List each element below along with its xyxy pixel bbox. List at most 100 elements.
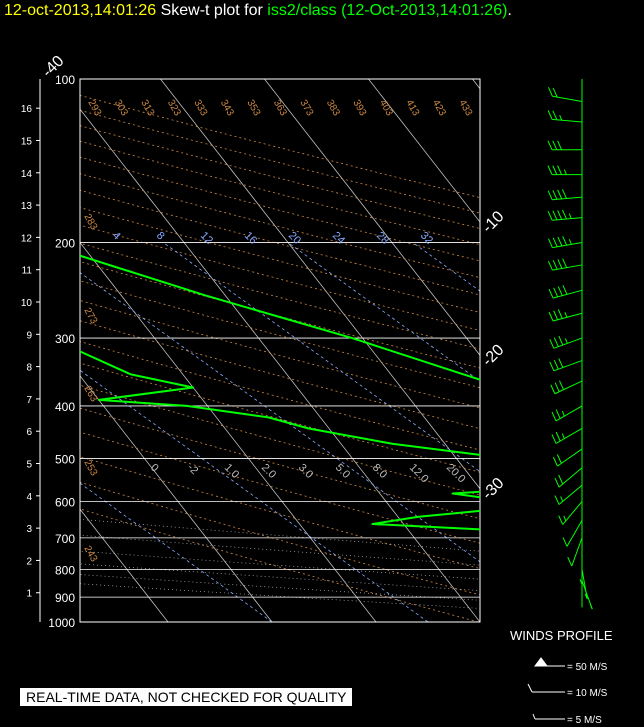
wind-barb-flag [558, 474, 564, 485]
wind-barb-shaft [557, 448, 583, 467]
mixing-ratio-label: 4 [110, 230, 123, 243]
plot-border [79, 78, 481, 623]
wind-barb-flag [557, 309, 563, 319]
moist-adiabat-label: 3.0 [296, 462, 315, 481]
moist-adiabat-label: -2 [185, 462, 200, 477]
wind-barb-flag [550, 384, 556, 394]
dry-adiabat-line [80, 300, 480, 409]
pressure-tick-label: 100 [55, 73, 75, 87]
height-tick-label: 9 [26, 330, 32, 341]
axis-labels: 1002003004005006007008009001000123456789… [21, 53, 508, 630]
moist-adiabat-line [80, 563, 480, 591]
height-tick-label: 4 [26, 492, 32, 503]
theta-left-label: 253 [81, 458, 99, 478]
wind-barb-flag [557, 286, 563, 296]
height-tick-label: 2 [26, 556, 32, 567]
moist-adiabat-line [80, 550, 480, 580]
wind-barb-flag [553, 310, 559, 320]
mixing-ratio-label: 8 [154, 230, 167, 243]
wind-barb-flag [547, 211, 553, 221]
wind-barb-flag [552, 165, 558, 175]
mixing-ratio-label: 12 [198, 230, 215, 247]
wind-barb-flag [567, 556, 573, 567]
mixing-ratio-label: 28 [374, 230, 391, 247]
dry-adiabat-line [80, 456, 480, 570]
wind-barb [549, 358, 583, 372]
wind-barb [550, 380, 583, 395]
wind-barb [567, 537, 583, 567]
wind-barb-flag [560, 496, 564, 502]
mixing-ratio-line [538, 242, 644, 622]
height-tick-label: 11 [22, 266, 33, 277]
theta-left-label: 263 [81, 384, 99, 404]
sounding-traces [80, 254, 480, 531]
height-tick-label: 8 [26, 363, 32, 374]
dry-adiabat-line [80, 320, 480, 430]
isotherm-line [160, 79, 480, 490]
dry-adiabat-line [80, 224, 480, 331]
moist-adiabat-label: 5.0 [333, 462, 352, 481]
wind-barb-flag [553, 337, 559, 347]
wind-barb-shaft [552, 196, 583, 201]
wind-barb [554, 467, 583, 488]
pressure-tick-label: 300 [55, 332, 75, 346]
wind-barb-flag [558, 335, 564, 346]
wind-barb-flag [564, 338, 568, 344]
moist-adiabat-label: 12.0 [407, 462, 431, 486]
quality-disclaimer: REAL-TIME DATA, NOT CHECKED FOR QUALITY [20, 688, 353, 706]
mixing-ratio-label: 20 [286, 230, 303, 247]
theta-left-label: 273 [81, 306, 99, 326]
wind-barb-flag [553, 287, 559, 298]
wind-barb [554, 484, 583, 505]
pressure-tick-label: 600 [55, 496, 75, 510]
legend-50-symbol [534, 657, 565, 667]
height-tick-label: 1 [26, 589, 32, 600]
height-tick-label: 6 [26, 427, 32, 438]
height-tick-label: 12 [21, 233, 33, 244]
theta-top-label: 403 [377, 98, 395, 118]
wind-barb-flag [589, 603, 593, 610]
wind-barb-flag [551, 434, 557, 444]
theta-top-label: 383 [324, 98, 342, 118]
theta-top-label: 303 [112, 98, 130, 118]
dry-adiabat-line [80, 384, 480, 496]
right-temperature-label: -30 [479, 475, 507, 503]
theta-top-label: 413 [403, 98, 421, 118]
isotherm-line [80, 375, 273, 622]
height-tick-label: 5 [26, 460, 32, 471]
isotherm-line [576, 79, 644, 622]
wind-barb-shaft [562, 501, 583, 525]
moist-adiabat-line [80, 574, 480, 601]
wind-barb-flag [552, 87, 558, 98]
wind-barb-flag [562, 258, 568, 268]
height-tick-label: 7 [26, 395, 32, 406]
isotherm-line [80, 508, 169, 622]
temperature-trace [80, 254, 480, 381]
theta-top-label: 433 [456, 98, 474, 118]
theta-top-label: 353 [244, 98, 262, 118]
dry-adiabat-line [80, 362, 480, 473]
wind-barb [547, 258, 583, 271]
height-tick-label: 13 [21, 201, 33, 212]
pressure-tick-label: 200 [55, 236, 75, 250]
header-source: iss2/class (12-Oct-2013,14:01:26) [267, 2, 508, 19]
wind-barb-flag [584, 593, 588, 600]
header-datetime: 12-oct-2013,14:01:26 [4, 2, 157, 19]
height-tick-label: 16 [21, 104, 33, 115]
moist-adiabat-label: 20.0 [444, 462, 468, 486]
wind-profile [547, 79, 593, 610]
wind-barb-flag [547, 260, 553, 271]
wind-barb [547, 165, 582, 176]
theta-top-label: 393 [350, 98, 368, 118]
wind-barb-flag [561, 410, 565, 417]
dry-adiabat-line [80, 431, 480, 544]
dry-adiabat-line [80, 189, 480, 296]
wind-barb [547, 209, 583, 221]
wind-barb [547, 140, 582, 151]
mixing-ratio-line [80, 482, 273, 622]
mixing-ratio-line [287, 242, 480, 382]
wind-barb-shaft [558, 484, 583, 505]
dewpoint-trace [80, 350, 480, 531]
pressure-tick-label: 700 [55, 532, 75, 546]
mixing-ratio-label: 16 [242, 230, 259, 247]
